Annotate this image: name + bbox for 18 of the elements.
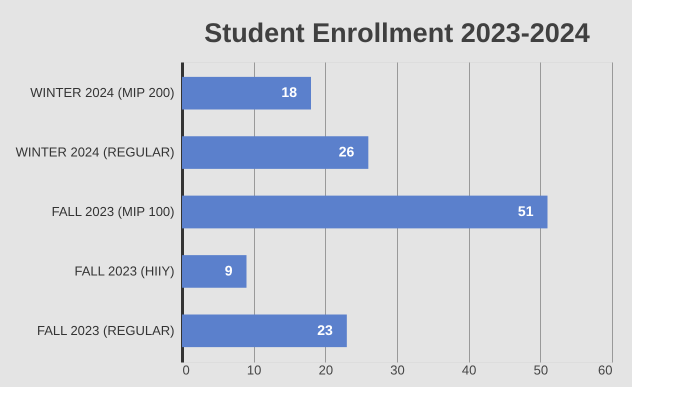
x-tick-label: 20 [318,362,334,378]
x-tick-label: 10 [246,362,262,378]
chart-title: Student Enrollment 2023-2024 [204,18,590,48]
data-label: 23 [317,322,334,338]
data-label: 26 [338,144,355,160]
data-label: 18 [281,84,298,100]
y-tick-label: WINTER 2024 (MIP 200) [30,85,174,100]
x-tick-label: 50 [534,362,548,378]
y-tick-label: WINTER 2024 (REGULAR) [16,144,174,160]
data-label: 51 [518,203,534,219]
x-tick-label: 0 [182,362,190,378]
x-tick-label: 30 [390,362,405,378]
x-tick-label: 40 [462,362,476,378]
y-tick-label: FALL 2023 (REGULAR) [36,322,174,338]
y-tick-label: FALL 2023 (HIIY) [74,263,174,278]
data-label: 9 [224,262,233,278]
x-tick-label: 60 [598,362,612,378]
y-tick-label: FALL 2023 (MIP 100) [52,204,174,219]
